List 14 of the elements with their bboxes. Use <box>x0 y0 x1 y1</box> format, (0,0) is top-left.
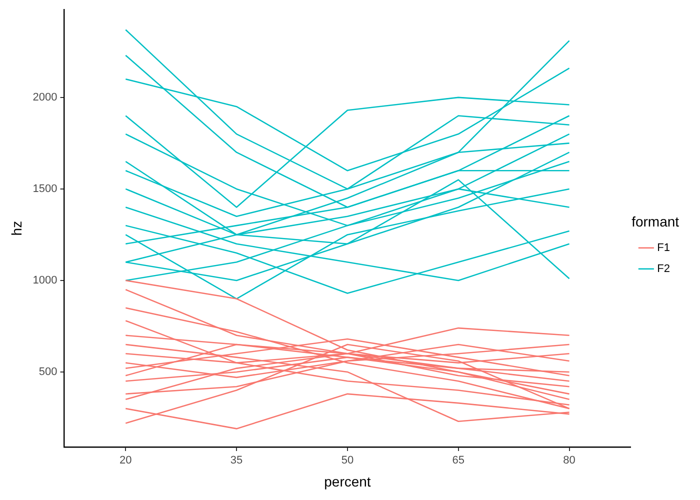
y-tick-label: 2000 <box>32 91 58 104</box>
y-axis-title: hz <box>8 220 24 236</box>
y-tick-label: 1500 <box>32 182 58 195</box>
y-tick-label: 500 <box>38 366 58 378</box>
x-tick-label: 35 <box>230 454 243 467</box>
x-tick-label: 80 <box>563 454 576 467</box>
x-tick-label: 20 <box>120 454 132 467</box>
legend-label: F1 <box>657 242 670 254</box>
legend-title: formant <box>632 213 680 230</box>
legend-label: F2 <box>657 262 670 275</box>
x-tick-label: 50 <box>341 454 354 467</box>
y-tick-label: 1000 <box>32 274 58 286</box>
x-axis-title: percent <box>324 473 371 490</box>
x-tick-label: 65 <box>452 454 465 467</box>
